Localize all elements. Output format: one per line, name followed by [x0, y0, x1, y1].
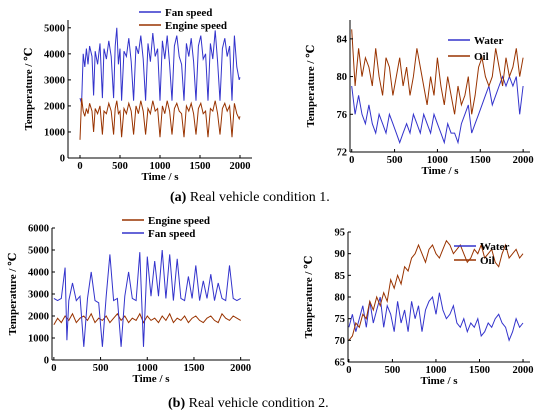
y-tick-label: 6000	[28, 224, 49, 235]
x-tick-label: 500	[112, 161, 128, 172]
y-tick-label: 5000	[28, 246, 49, 257]
y-tick-label: 3000	[44, 75, 65, 86]
y-tick-label: 75	[335, 314, 346, 325]
y-tick-label: 5000	[44, 23, 65, 34]
x-tick-label: 1000	[150, 161, 171, 172]
x-axis-label: Time / s	[141, 171, 179, 183]
caption-b: (b) Real vehicle condition 2.	[168, 396, 329, 412]
series-line-1	[79, 27, 241, 104]
y-tick-label: 1000	[28, 334, 49, 345]
series-line-1	[351, 75, 524, 145]
y-axis-label: Temperature / ℃	[303, 256, 315, 339]
x-tick-label: 0	[51, 363, 56, 374]
y-tick-label: 80	[337, 72, 348, 83]
legend-label: Water	[474, 35, 503, 47]
x-tick-label: 1500	[470, 155, 491, 166]
caption-b-label: (b)	[168, 396, 186, 411]
legend-label: Fan speed	[165, 7, 212, 19]
y-tick-label: 90	[335, 249, 346, 260]
y-tick-label: 85	[335, 271, 346, 282]
x-tick-label: 2000	[513, 365, 534, 376]
y-tick-label: 1000	[44, 127, 65, 138]
legend-label: Engine speed	[148, 215, 210, 227]
y-tick-label: 84	[337, 34, 348, 45]
chart-b-left: 0 500 1000 1500 2000 0 1000 2000 3000 4000 5000 600…	[7, 215, 251, 385]
x-tick-label: 0	[77, 161, 82, 172]
x-tick-label: 500	[93, 363, 109, 374]
y-tick-label: 70	[335, 336, 346, 347]
series-line-1	[53, 312, 241, 326]
caption-a-text: Real vehicle condition 1.	[186, 190, 330, 205]
series-line-2	[348, 239, 524, 341]
x-axis-label: Time / s	[421, 165, 459, 177]
x-tick-label: 2000	[230, 161, 251, 172]
caption-b-text: Real vehicle condition 2.	[185, 396, 329, 411]
legend-label: Oil	[480, 255, 495, 267]
x-tick-label: 500	[385, 365, 401, 376]
x-axis-label: Time / s	[132, 373, 170, 385]
x-axis-label: Time / s	[420, 375, 458, 387]
x-tick-label: 500	[387, 155, 403, 166]
y-tick-label: 4000	[28, 268, 49, 279]
chart-b-right: 0 500 1000 1500 2000 65 70 75 80 85 90 95 Time / s Te…	[303, 228, 534, 388]
y-tick-label: 65	[335, 358, 346, 369]
x-tick-label: 1500	[190, 161, 211, 172]
series-line-1	[348, 292, 524, 342]
y-tick-label: 4000	[44, 49, 65, 60]
chart-a-right: 0 500 1000 1500 2000 72 76 80 84 Time / s Temperat…	[305, 20, 534, 177]
chart-a-left: 0 500 1000 1500 2000 0 1000 2000 3000 4000 5000 Tim…	[23, 7, 252, 183]
caption-a-label: (a)	[170, 190, 187, 205]
x-tick-label: 0	[349, 155, 354, 166]
y-tick-label: 80	[335, 293, 346, 304]
y-tick-label: 0	[44, 356, 49, 367]
y-axis-label: Temperature / ℃	[7, 253, 19, 336]
x-tick-label: 1000	[427, 155, 448, 166]
y-tick-label: 2000	[28, 312, 49, 323]
legend-label: Engine speed	[165, 20, 227, 32]
series-line-2	[53, 249, 241, 347]
x-tick-label: 1500	[183, 363, 204, 374]
x-tick-label: 1500	[469, 365, 490, 376]
y-tick-label: 72	[337, 148, 348, 159]
legend-label: Water	[480, 241, 509, 253]
series-line-2	[351, 29, 524, 115]
x-tick-label: 1000	[137, 363, 158, 374]
legend-label: Fan speed	[148, 228, 195, 240]
y-tick-label: 0	[60, 154, 65, 165]
y-axis-label: Temperature / ℃	[23, 48, 35, 131]
series-line-2	[79, 98, 241, 140]
x-tick-label: 2000	[513, 155, 534, 166]
x-tick-label: 2000	[230, 363, 251, 374]
y-tick-label: 95	[335, 228, 346, 239]
x-tick-label: 1000	[425, 365, 446, 376]
y-tick-label: 2000	[44, 101, 65, 112]
x-tick-label: 0	[346, 365, 351, 376]
y-tick-label: 3000	[28, 290, 49, 301]
y-tick-label: 76	[337, 110, 348, 121]
y-axis-label: Temperature / ℃	[305, 45, 317, 128]
caption-a: (a) Real vehicle condition 1.	[170, 190, 330, 206]
legend-label: Oil	[474, 51, 489, 63]
